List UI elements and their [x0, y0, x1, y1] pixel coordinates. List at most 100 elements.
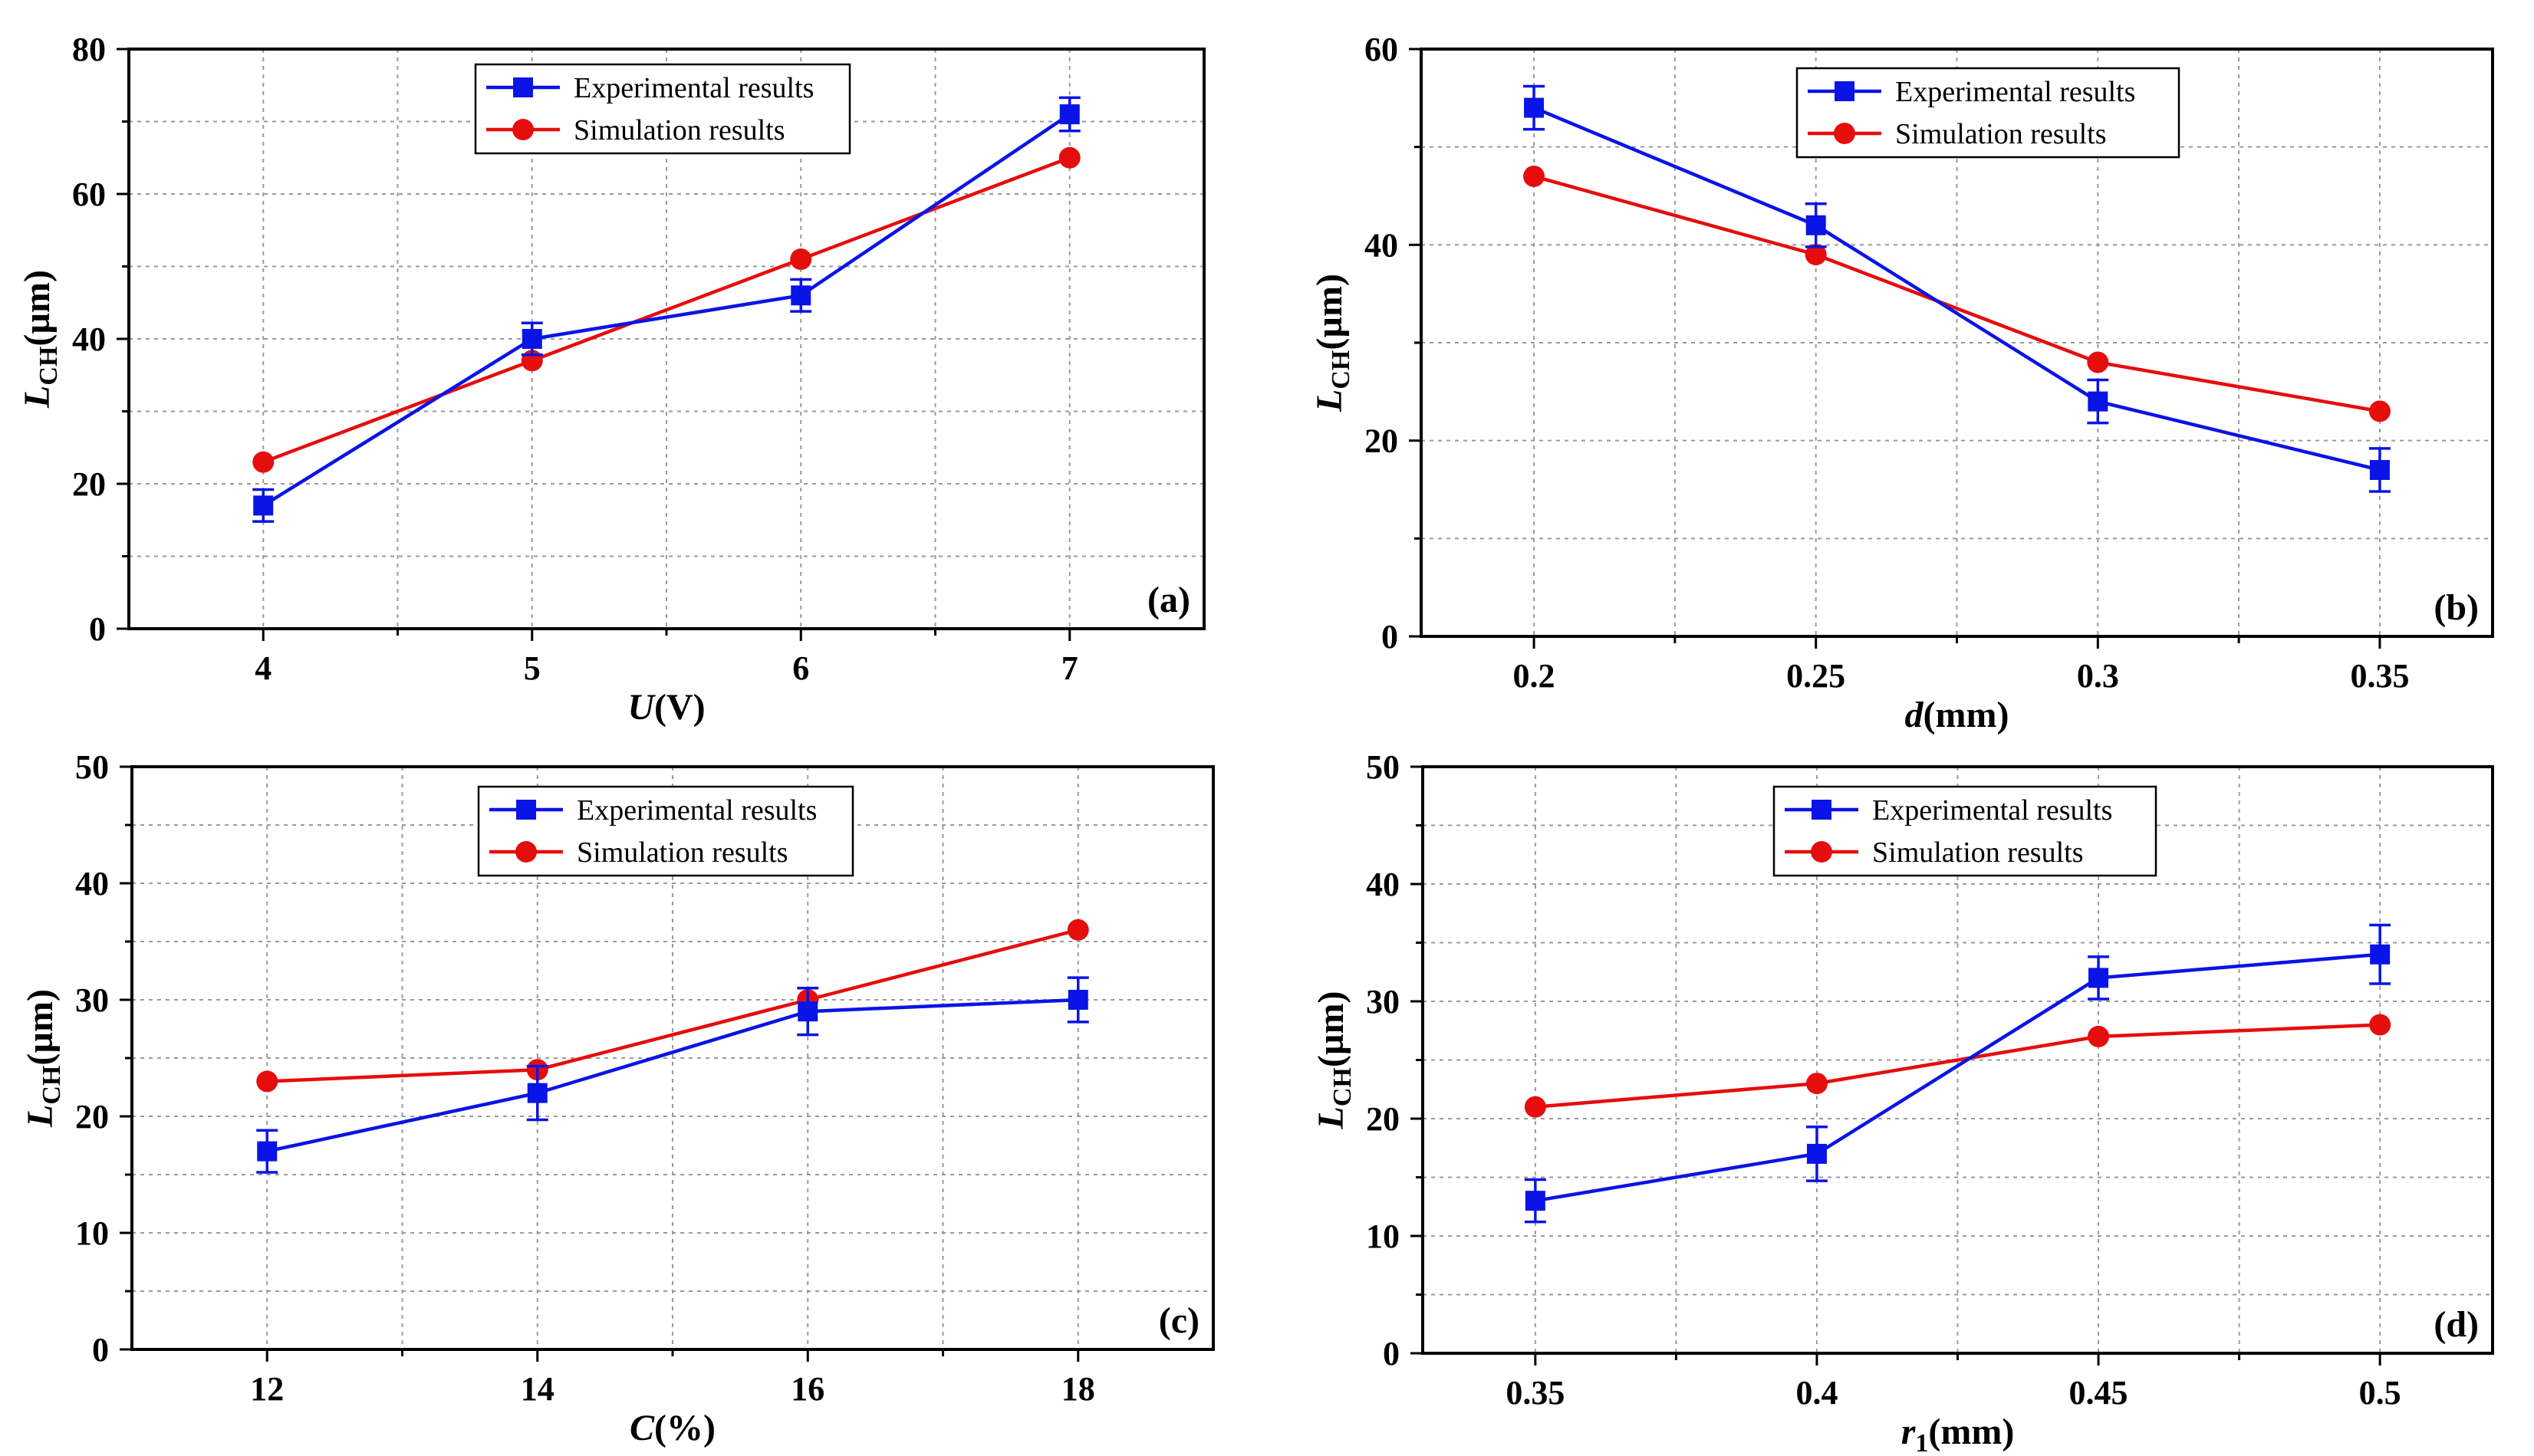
data-point-square [1524, 97, 1545, 118]
y-tick-label: 20 [1364, 422, 1398, 460]
legend-entry: Experimental results [1872, 794, 2112, 827]
y-tick-label: 10 [1366, 1218, 1400, 1255]
data-point-square [1806, 1143, 1827, 1164]
x-tick-label: 12 [250, 1370, 284, 1408]
legend: Experimental results Simulation results [1772, 785, 2157, 877]
data-point-circle [1058, 146, 1081, 169]
y-axis-symbol: L [1309, 389, 1350, 412]
y-tick-label: 0 [1381, 618, 1398, 656]
x-axis-title: U(V) [627, 687, 705, 728]
x-tick-label: 0.5 [2359, 1374, 2401, 1412]
legend: Experimental results Simulation results [1795, 67, 2180, 159]
x-axis-unit: (mm) [1928, 1412, 2014, 1452]
y-tick-label: 0 [1383, 1335, 1400, 1372]
legend-box [1772, 785, 2157, 877]
legend: Experimental results Simulation results [477, 785, 854, 877]
legend-entry: Simulation results [577, 836, 788, 869]
series-experimental [252, 96, 1081, 523]
x-axis-unit: (%) [654, 1408, 716, 1448]
x-axis-title: C(%) [630, 1408, 716, 1448]
series-experimental [256, 976, 1089, 1174]
data-point-square [791, 285, 811, 306]
data-point-circle [1523, 165, 1545, 187]
data-point-circle [2369, 1014, 2391, 1036]
y-axis-unit: (µm) [1309, 274, 1350, 350]
data-point-circle [1067, 919, 1089, 941]
x-tick-label: 0.45 [2069, 1374, 2128, 1412]
y-axis-symbol: L [20, 1105, 61, 1128]
legend-swatch-square [513, 77, 533, 97]
series-line [1533, 174, 2381, 413]
x-tick-label: 6 [792, 649, 809, 687]
x-tick-label: 5 [524, 649, 541, 687]
y-tick-label: 40 [75, 865, 109, 902]
data-point-square [798, 1001, 818, 1022]
x-tick-label: 0.2 [1513, 657, 1555, 695]
y-tick-label: 20 [1366, 1100, 1400, 1138]
x-axis-unit: (mm) [1924, 695, 2009, 735]
legend-swatch-square [1812, 800, 1831, 820]
legend-swatch-circle [1811, 841, 1832, 863]
chart-panel-4: 0.35 0.4 0.45 0.5 0 10 20 30 40 50 r1(mm) LCH(µm) Ex… [1311, 748, 2494, 1456]
y-tick-label: 80 [72, 31, 106, 68]
legend-swatch-circle [515, 841, 537, 863]
y-tick-label: 0 [92, 1331, 109, 1369]
x-tick-label: 14 [521, 1370, 555, 1408]
y-axis-subscript: CH [35, 347, 63, 386]
x-axis-title: r1(mm) [1901, 1412, 2015, 1456]
x-tick-label: 0.4 [1795, 1374, 1838, 1412]
legend-swatch-square [1835, 81, 1854, 101]
data-point-square [1805, 215, 1826, 235]
panel-label: (d) [2434, 1304, 2479, 1345]
y-tick-label: 30 [75, 981, 109, 1019]
y-tick-label: 50 [75, 748, 109, 786]
series-line [1535, 952, 2381, 1203]
y-tick-label: 10 [75, 1214, 109, 1252]
y-axis-symbol: L [17, 386, 58, 409]
y-tick-label: 40 [1364, 226, 1398, 264]
legend-entry: Experimental results [1895, 76, 2135, 108]
y-axis-subscript: CH [38, 1066, 66, 1105]
legend-entry: Experimental results [574, 72, 814, 104]
legend-swatch-circle [512, 119, 534, 140]
legend-box [474, 63, 851, 155]
data-point-square [1068, 990, 1088, 1010]
series-line [262, 113, 1071, 508]
chart-panel-2: 0.2 0.25 0.3 0.35 0 20 40 60 d(mm) LCH(µm) Experim… [1309, 31, 2494, 735]
series-simulation [1523, 165, 2391, 422]
y-axis-unit: (µm) [17, 270, 58, 347]
x-tick-label: 4 [255, 649, 272, 687]
x-tick-label: 0.35 [1506, 1374, 1565, 1412]
x-axis-symbol: C [630, 1408, 655, 1448]
data-point-circle [1805, 1073, 1828, 1095]
legend-swatch-circle [1834, 123, 1855, 144]
y-tick-label: 0 [89, 610, 106, 648]
data-point-circle [256, 1070, 278, 1093]
x-axis-symbol: r [1901, 1412, 1917, 1452]
series-line [1535, 1023, 2381, 1109]
y-axis-title: LCH(µm) [17, 270, 63, 409]
x-axis-symbol: d [1905, 695, 1924, 735]
data-point-circle [2087, 351, 2109, 373]
panel-label: (a) [1147, 580, 1190, 620]
legend-entry: Experimental results [577, 794, 817, 827]
x-tick-label: 7 [1061, 649, 1078, 687]
x-axis-unit: (V) [654, 687, 706, 728]
legend-entry: Simulation results [1895, 118, 2107, 150]
y-axis-symbol: L [1311, 1106, 1351, 1129]
x-tick-label: 0.35 [2350, 657, 2409, 695]
data-point-circle [1805, 244, 1827, 266]
y-axis-subscript: CH [1327, 350, 1355, 389]
x-tick-label: 16 [791, 1370, 824, 1408]
legend-entry: Simulation results [574, 114, 785, 146]
data-point-square [2088, 391, 2108, 412]
panel-label: (c) [1159, 1300, 1200, 1341]
data-point-square [2088, 968, 2109, 988]
data-point-square [1059, 104, 1080, 125]
data-point-circle [790, 248, 812, 271]
y-tick-label: 60 [72, 176, 106, 213]
series-experimental [1524, 923, 2391, 1224]
data-point-square [527, 1083, 548, 1103]
y-axis-title: LCH(µm) [1309, 274, 1355, 412]
